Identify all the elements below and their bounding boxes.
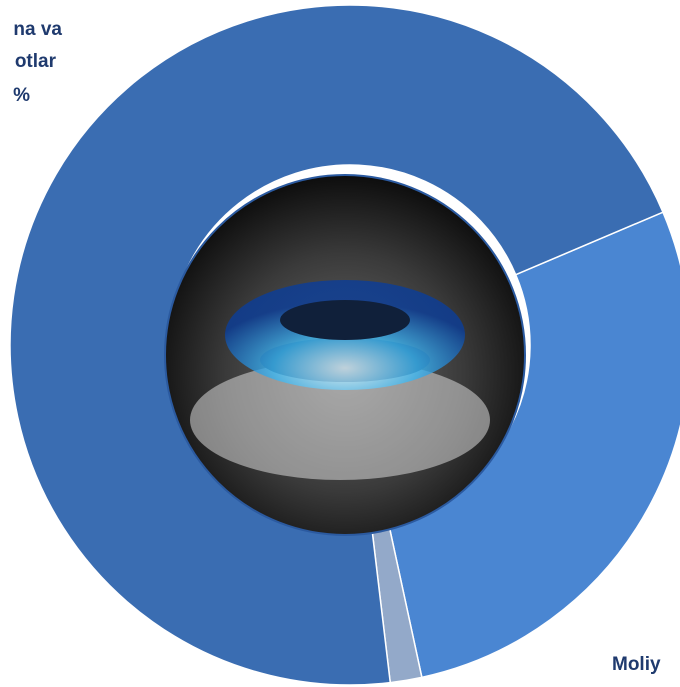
slices — [9, 4, 680, 686]
category-label: Moliy — [612, 654, 661, 675]
value-label: % — [13, 85, 30, 106]
center-photo — [164, 174, 526, 536]
category-label: na va — [13, 19, 62, 40]
slice — [387, 211, 680, 679]
category-label: otlar — [15, 51, 57, 72]
labels: Moliy na va otlar% — [13, 19, 661, 675]
